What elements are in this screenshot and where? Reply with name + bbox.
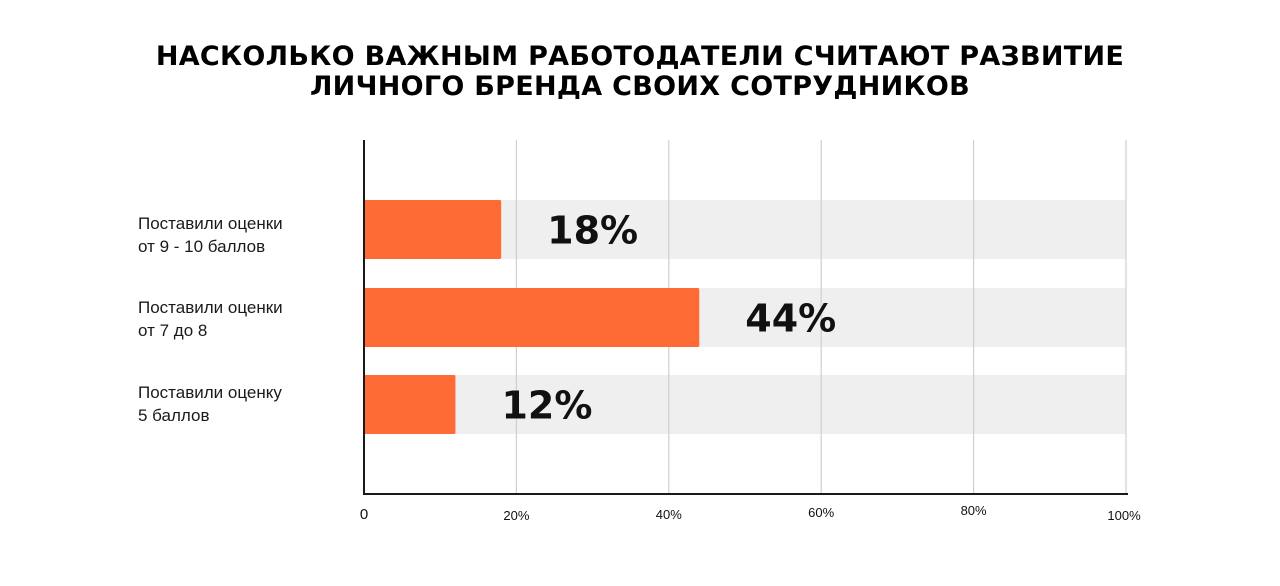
data-label-1: 18% [547,209,638,253]
x-tick-label-80: 80% [961,503,987,518]
category-label-3-line-1: Поставили оценку [138,383,282,402]
chart-title-line-2: ЛИЧНОГО БРЕНДА СВОИХ СОТРУДНИКОВ [309,71,971,102]
data-label-3: 12% [501,384,592,428]
x-tick-label-60: 60% [808,505,834,520]
chart-title-line-1: НАСКОЛЬКО ВАЖНЫМ РАБОТОДАТЕЛИ СЧИТАЮТ РА… [155,41,1125,72]
category-label-1-line-1: Поставили оценки [138,214,283,233]
category-label-3-line-2: 5 баллов [138,406,210,425]
x-tick-label-0: 0 [360,506,368,523]
chart-title: НАСКОЛЬКО ВАЖНЫМ РАБОТОДАТЕЛИ СЧИТАЮТ РА… [0,42,1280,102]
bar-3 [364,375,456,434]
category-label-1-line-2: от 9 - 10 баллов [138,237,266,256]
bar-1 [364,200,502,259]
category-label-2-line-1: Поставили оценки [138,298,283,317]
category-label-2-line-2: от 7 до 8 [138,321,208,340]
bar-track-3 [364,375,1126,434]
category-label-1: Поставили оценки от 9 - 10 баллов [138,212,348,258]
category-label-2: Поставили оценки от 7 до 8 [138,296,348,342]
data-label-2: 44% [745,297,836,341]
x-tick-label-40: 40% [656,507,682,522]
x-tick-label-100: 100% [1107,508,1141,523]
bar-2 [364,288,700,347]
x-tick-label-20: 20% [503,508,529,523]
category-label-3: Поставили оценку 5 баллов [138,381,348,427]
